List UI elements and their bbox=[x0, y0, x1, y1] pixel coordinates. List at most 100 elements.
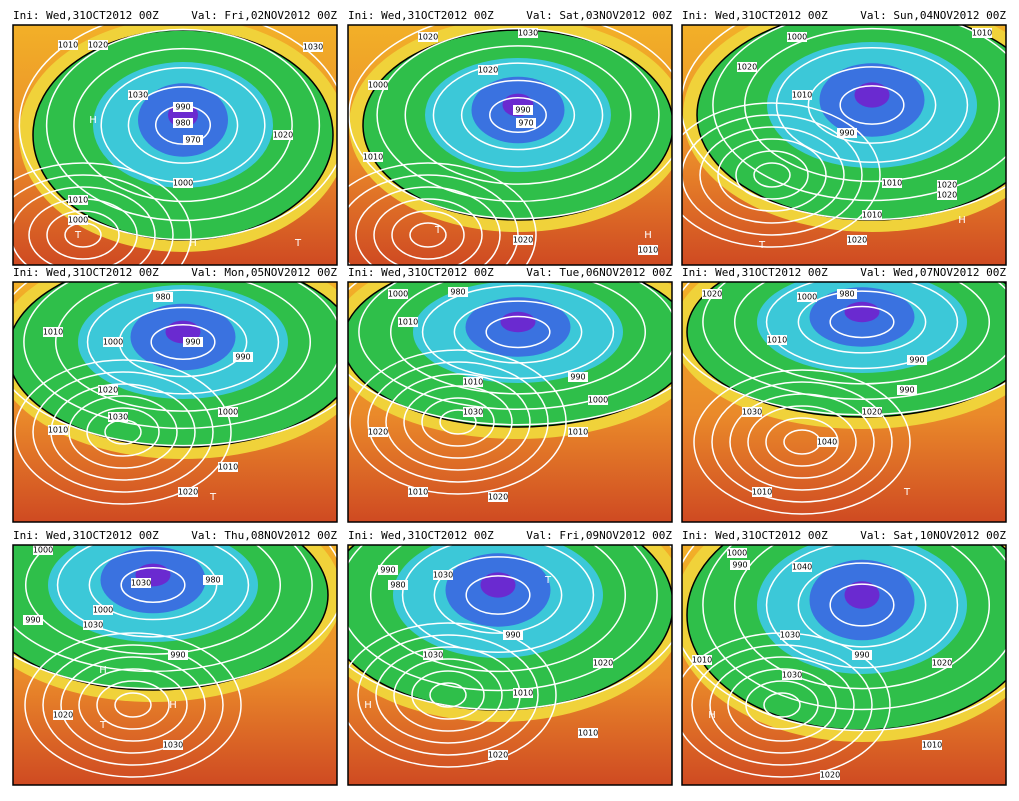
isobar-label: 1020 bbox=[820, 771, 840, 780]
isobar bbox=[465, 575, 531, 615]
valid-time: Val: Fri,02NOV2012 00Z bbox=[191, 9, 337, 22]
isobar-label: 1020 bbox=[488, 751, 508, 760]
isobar bbox=[775, 46, 969, 164]
isobar-label: 1020 bbox=[418, 33, 438, 42]
isobar bbox=[42, 644, 224, 766]
isobar-label: 990 bbox=[854, 651, 869, 660]
valid-time: Val: Fri,09NOV2012 00Z bbox=[526, 529, 672, 542]
label-box bbox=[418, 32, 438, 42]
isobar-label: 1010 bbox=[972, 29, 992, 38]
isobar bbox=[150, 323, 216, 361]
map-field: 1010 1000 980 990 990 1020 1030 1010 1010 1020 T 10… bbox=[13, 282, 337, 522]
label-box bbox=[163, 740, 183, 750]
isobar bbox=[797, 562, 927, 648]
map-field: 1020 1000 980 990 1010 1030 1040 1010 1020 990 T bbox=[682, 282, 1006, 522]
isobar bbox=[765, 417, 839, 467]
isobar bbox=[421, 284, 615, 380]
isobar-label: 980 bbox=[155, 293, 170, 302]
isobar-label: 1020 bbox=[98, 386, 118, 395]
isobar-label: 1020 bbox=[932, 659, 952, 668]
isobar-label: 1020 bbox=[737, 63, 757, 72]
label-box bbox=[862, 407, 882, 417]
purple-zone bbox=[854, 82, 890, 108]
isobar-label: 1010 bbox=[68, 196, 88, 205]
isobar bbox=[13, 162, 192, 265]
label-box bbox=[433, 570, 453, 580]
label-box bbox=[388, 580, 408, 590]
isobar bbox=[727, 668, 837, 742]
panel-frame bbox=[347, 281, 673, 523]
isobar-label: 1010 bbox=[48, 426, 68, 435]
init-time: Ini: Wed,31OCT2012 00Z bbox=[682, 266, 828, 279]
label-box bbox=[513, 235, 533, 245]
label-box bbox=[368, 427, 388, 437]
isobar-label: 1010 bbox=[767, 336, 787, 345]
isobar bbox=[699, 126, 845, 224]
isobar bbox=[485, 315, 551, 349]
isobar-label: 1030 bbox=[742, 408, 762, 417]
label-box bbox=[93, 605, 113, 615]
isobar bbox=[390, 282, 646, 395]
label-box bbox=[408, 487, 428, 497]
valid-time: Val: Mon,05NOV2012 00Z bbox=[191, 266, 337, 279]
label-box bbox=[837, 289, 857, 299]
isobar bbox=[348, 545, 672, 711]
isobar-label: 1010 bbox=[692, 656, 712, 665]
isobar bbox=[56, 545, 250, 638]
init-time: Ini: Wed,31OCT2012 00Z bbox=[13, 529, 159, 542]
isobar bbox=[765, 545, 959, 669]
label-box bbox=[820, 770, 840, 780]
isobar bbox=[14, 359, 232, 505]
panel-frame bbox=[681, 24, 1007, 266]
isobar bbox=[13, 186, 156, 265]
isobar-label: 1010 bbox=[752, 488, 772, 497]
isobar-label: 1020 bbox=[862, 408, 882, 417]
label-box bbox=[448, 287, 468, 297]
isobar bbox=[829, 305, 895, 339]
label-box bbox=[173, 102, 193, 112]
panel-frame bbox=[12, 281, 338, 523]
map-field: 1000 1030 980 990 1000 990 1030 H 1020 H T 1030 bbox=[13, 545, 337, 785]
init-time: Ini: Wed,31OCT2012 00Z bbox=[682, 9, 828, 22]
isobar bbox=[682, 102, 881, 248]
label-box bbox=[363, 152, 383, 162]
isobar-label: 990 bbox=[899, 386, 914, 395]
isobar-label: 1030 bbox=[303, 43, 323, 52]
isobar-label: 1000 bbox=[33, 546, 53, 555]
init-time: Ini: Wed,31OCT2012 00Z bbox=[348, 529, 494, 542]
label-box bbox=[43, 327, 63, 337]
isobar-label: 1010 bbox=[882, 179, 902, 188]
panel-frame bbox=[347, 24, 673, 266]
isobar-label: 1010 bbox=[398, 318, 418, 327]
isobar-label: 1000 bbox=[797, 293, 817, 302]
label-box bbox=[173, 118, 193, 128]
isobar-label: 970 bbox=[185, 136, 200, 145]
map-panel: 1000 1010 980 1010 1030 1020 1010 1020 990 1000 10… bbox=[347, 281, 673, 523]
label-box bbox=[588, 395, 608, 405]
isobar-label: 1010 bbox=[513, 689, 533, 698]
label-box bbox=[128, 90, 148, 100]
label-box bbox=[88, 40, 108, 50]
pressure-center: T bbox=[903, 487, 911, 498]
isobar-label: 1010 bbox=[862, 211, 882, 220]
label-box bbox=[797, 292, 817, 302]
purple-zone bbox=[844, 581, 880, 609]
map-panel: 1000 990 1040 1030 1010 990 1030 H 1020 1010 1020 bbox=[681, 544, 1007, 786]
isobar bbox=[839, 85, 905, 125]
isobar bbox=[753, 162, 791, 188]
label-box bbox=[792, 562, 812, 572]
pressure-center: H bbox=[958, 215, 966, 226]
map-field: 1020 1000 1020 990 970 1010 T 1020 H 1010 1030 bbox=[348, 25, 672, 265]
isobar bbox=[765, 282, 959, 370]
pressure-center: H bbox=[89, 115, 97, 126]
isobar-label: 990 bbox=[235, 353, 250, 362]
isobar-label: 980 bbox=[175, 119, 190, 128]
label-box bbox=[58, 40, 78, 50]
isobar bbox=[348, 25, 672, 220]
label-box bbox=[568, 372, 588, 382]
isobar-label: 1000 bbox=[388, 290, 408, 299]
label-box bbox=[98, 385, 118, 395]
label-box bbox=[203, 575, 223, 585]
label-box bbox=[463, 407, 483, 417]
